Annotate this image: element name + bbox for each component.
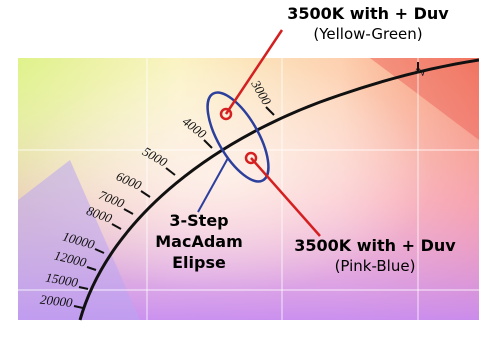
ellipse-label-line1: 3-Step xyxy=(169,211,229,230)
locus-tick-marks xyxy=(73,62,419,309)
tick-label-20000: 20000 xyxy=(39,292,73,310)
ellipse-annotation: 3-Step MacAdam Elipse xyxy=(144,210,254,273)
planckian-locus xyxy=(78,58,479,321)
tick-label-15000: 15000 xyxy=(44,270,79,291)
grid-lines xyxy=(18,58,479,320)
macadam-ellipse xyxy=(206,91,270,183)
top-label-leader-line xyxy=(224,29,284,115)
bottom-annotation-subtitle: (Pink-Blue) xyxy=(334,257,416,275)
ellipse-label-line3: Elipse xyxy=(172,253,226,272)
ellipse-label-line2: MacAdam xyxy=(155,232,243,251)
ellipse-label-leader-line xyxy=(197,157,229,213)
bottom-label-leader-line xyxy=(250,157,321,237)
top-annotation-title: 3500K with + Duv xyxy=(287,4,449,23)
yellow-green-point xyxy=(219,107,233,121)
top-annotation: 3500K with + Duv (Yellow-Green) xyxy=(268,4,468,44)
pink-blue-point xyxy=(244,151,258,165)
top-annotation-subtitle: (Yellow-Green) xyxy=(313,25,423,43)
bottom-annotation-title: 3500K with + Duv xyxy=(294,236,456,255)
bottom-annotation: 3500K with + Duv (Pink-Blue) xyxy=(280,236,470,276)
color-field xyxy=(18,58,479,320)
tick-label-2: 2 xyxy=(412,66,428,77)
